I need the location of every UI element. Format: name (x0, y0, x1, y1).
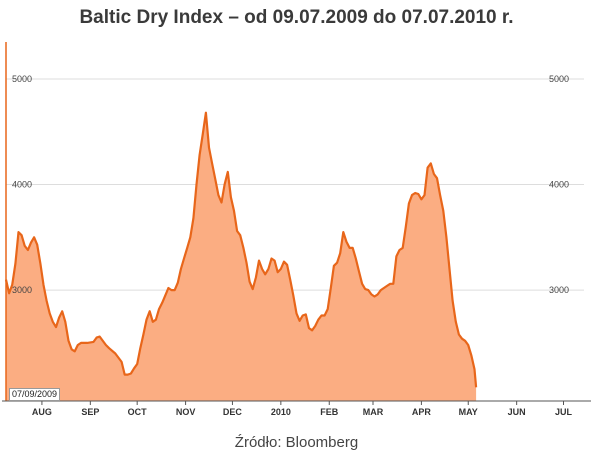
y-tick-left-5000: 5000 (12, 74, 32, 84)
y-ticks-right: 3000 4000 5000 (549, 74, 569, 295)
x-tick-may: MAY (459, 407, 478, 417)
y-tick-right-3000: 3000 (549, 285, 569, 295)
x-tick-mar: MAR (363, 407, 384, 417)
x-tick-feb: FEB (320, 407, 339, 417)
x-tick-jul: JUL (555, 407, 573, 417)
source-caption: Źródło: Bloomberg (234, 434, 359, 451)
y-tick-left-3000: 3000 (12, 285, 32, 295)
grid-lines (6, 78, 584, 291)
y-tick-right-5000: 5000 (549, 74, 569, 84)
x-tick-dec: DEC (223, 407, 243, 417)
x-tick-jun: JUN (508, 407, 526, 417)
y-tick-left-4000: 4000 (12, 180, 32, 190)
x-tick-nov: NOV (176, 407, 196, 417)
index-line (4, 111, 478, 388)
start-date-badge: 07/09/2009 (9, 388, 61, 401)
x-tick-apr: APR (412, 407, 432, 417)
x-tick-sep: SEP (81, 407, 99, 417)
x-ticks: AUG SEP OCT NOV DEC 2010 FEB MAR APR MAY JUN JUL (32, 401, 573, 417)
chart-title: Baltic Dry Index – od 09.07.2009 do 07.0… (79, 7, 514, 28)
y-ticks-left: 3000 4000 5000 (12, 74, 32, 295)
area-fill (6, 112, 477, 401)
y-tick-right-4000: 4000 (549, 180, 569, 190)
x-tick-oct: OCT (128, 407, 148, 417)
x-tick-aug: AUG (32, 407, 52, 417)
x-tick-2010: 2010 (271, 407, 291, 417)
